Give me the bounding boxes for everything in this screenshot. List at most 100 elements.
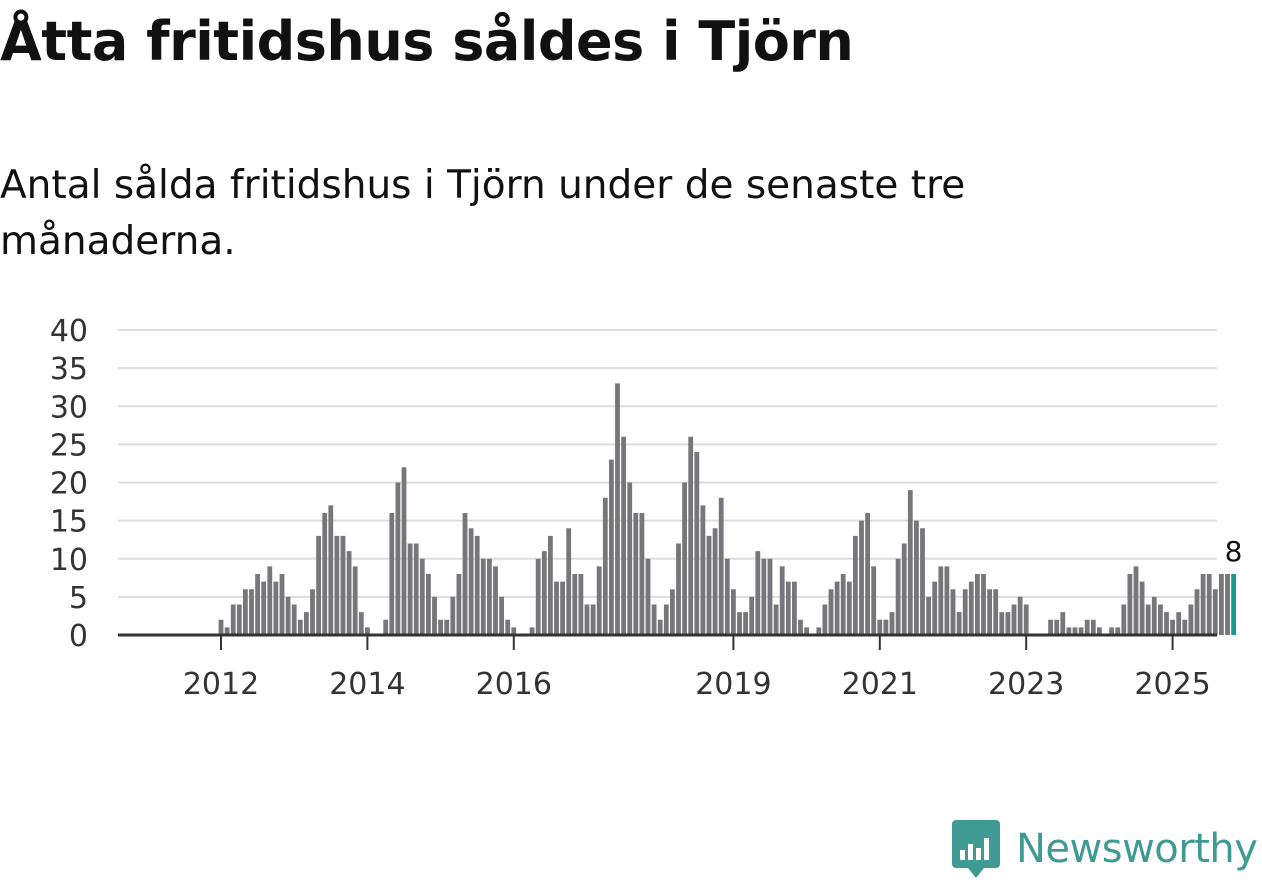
bar bbox=[846, 581, 852, 636]
bar bbox=[1127, 574, 1133, 635]
bar bbox=[1097, 627, 1102, 636]
bar bbox=[346, 551, 352, 636]
bar bbox=[566, 528, 572, 635]
bar bbox=[901, 543, 907, 635]
bar bbox=[883, 619, 889, 635]
bar bbox=[633, 513, 639, 635]
bar bbox=[413, 543, 419, 635]
bar bbox=[798, 619, 803, 635]
bar bbox=[541, 551, 547, 636]
bar bbox=[822, 604, 828, 635]
bar bbox=[804, 627, 809, 636]
bar bbox=[462, 513, 468, 635]
y-tick-label: 20 bbox=[50, 467, 88, 502]
bar bbox=[834, 581, 840, 636]
bar bbox=[627, 482, 633, 635]
bar bbox=[1048, 619, 1053, 635]
y-tick-label: 0 bbox=[69, 619, 88, 654]
bar bbox=[1066, 627, 1072, 636]
bar bbox=[1219, 574, 1224, 635]
bar bbox=[1115, 627, 1121, 636]
bar bbox=[572, 574, 578, 635]
bar bbox=[487, 558, 492, 635]
x-tick-label: 2012 bbox=[183, 667, 259, 702]
bar bbox=[407, 543, 413, 635]
bar bbox=[865, 513, 870, 635]
bar bbox=[1133, 566, 1139, 636]
bar bbox=[297, 619, 303, 635]
x-tick-label: 2019 bbox=[695, 667, 771, 702]
bar bbox=[261, 581, 267, 636]
bar bbox=[328, 505, 334, 636]
bar bbox=[358, 612, 364, 636]
bar bbox=[938, 566, 944, 636]
bar bbox=[1072, 627, 1078, 636]
bar bbox=[981, 574, 986, 635]
x-tick-label: 2023 bbox=[988, 667, 1064, 702]
bar bbox=[1206, 574, 1212, 635]
bar bbox=[749, 596, 755, 636]
bar bbox=[291, 604, 297, 635]
bar bbox=[718, 497, 724, 635]
bar bbox=[962, 589, 968, 635]
bar bbox=[554, 581, 559, 636]
x-tick-label: 2021 bbox=[842, 667, 918, 702]
x-tick-label: 2025 bbox=[1134, 667, 1210, 702]
last-value-label: 8 bbox=[1225, 535, 1243, 568]
bar bbox=[322, 513, 328, 635]
bar bbox=[236, 604, 242, 635]
bar bbox=[1054, 619, 1060, 635]
bar bbox=[468, 528, 474, 635]
bar bbox=[968, 581, 974, 636]
bar bbox=[1060, 612, 1066, 636]
brand-logo: Newsworthy bbox=[950, 818, 1258, 880]
bar bbox=[737, 612, 742, 636]
y-tick-label: 30 bbox=[50, 390, 88, 425]
y-tick-label: 15 bbox=[50, 505, 88, 540]
bar bbox=[688, 436, 694, 635]
bar bbox=[859, 520, 864, 636]
bar bbox=[712, 528, 718, 635]
bar bbox=[700, 505, 706, 636]
bar bbox=[1109, 627, 1114, 636]
bar bbox=[1090, 619, 1096, 635]
bar bbox=[511, 627, 517, 636]
bar bbox=[249, 589, 254, 635]
bar bbox=[590, 604, 596, 635]
bar bbox=[651, 604, 657, 635]
bar bbox=[840, 574, 846, 635]
bar bbox=[682, 482, 687, 635]
bar bbox=[279, 574, 285, 635]
bar bbox=[426, 574, 431, 635]
bar bbox=[895, 558, 901, 635]
bar bbox=[365, 627, 370, 636]
bar bbox=[602, 497, 608, 635]
y-tick-label: 10 bbox=[50, 543, 88, 578]
bar bbox=[474, 535, 480, 636]
bar bbox=[499, 596, 504, 636]
bar bbox=[450, 596, 456, 636]
bar bbox=[932, 581, 938, 636]
bar bbox=[853, 535, 858, 636]
bar bbox=[529, 627, 535, 636]
bar bbox=[999, 612, 1005, 636]
bar bbox=[877, 619, 883, 635]
bar bbox=[731, 589, 736, 635]
bar bbox=[785, 581, 791, 636]
chart-subtitle: Antal sålda fritidshus i Tjörn under de … bbox=[0, 163, 966, 264]
bar bbox=[456, 574, 462, 635]
bar bbox=[1145, 604, 1151, 635]
bar bbox=[1151, 596, 1157, 636]
bar bbox=[724, 558, 730, 635]
bar bbox=[267, 566, 273, 636]
bar bbox=[1017, 596, 1023, 636]
bar bbox=[670, 589, 675, 635]
bar bbox=[993, 589, 999, 635]
bar bbox=[1176, 612, 1182, 636]
bar bbox=[743, 612, 748, 636]
bar bbox=[755, 551, 761, 636]
bar bbox=[340, 535, 346, 636]
bar bbox=[389, 513, 395, 635]
bar bbox=[907, 490, 913, 636]
bar bbox=[1011, 604, 1017, 635]
